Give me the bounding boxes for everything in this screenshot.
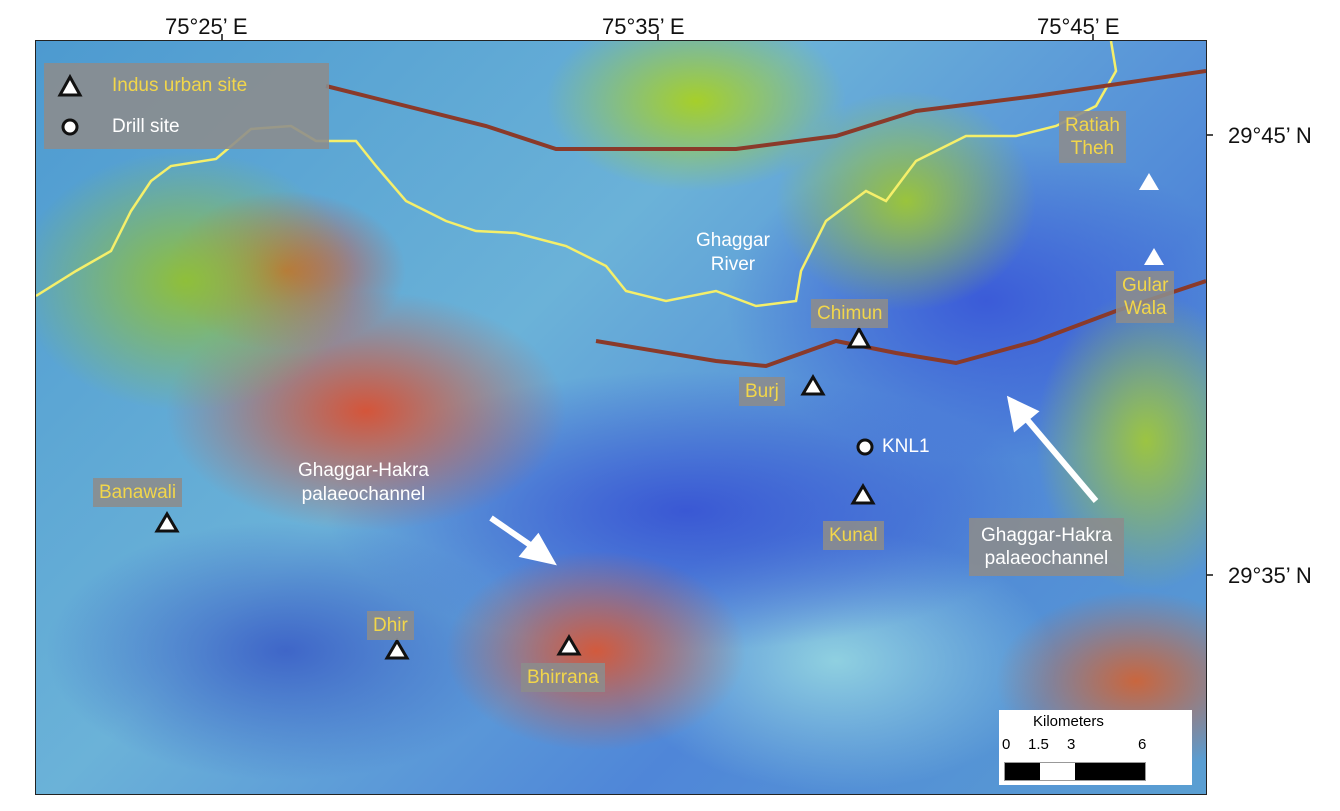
scale-tick: 0 [1002,736,1011,753]
scale-title: Kilometers [1033,713,1104,730]
ghaggar-river [36,41,1118,308]
triangle-icon-burj [800,374,826,396]
triangle-icon-chimun [846,325,872,349]
scale-tick: 1.5 [1028,736,1049,753]
latitude-label: 29°45’ N [1228,123,1312,148]
triangle-icon-bhirrana [556,634,582,656]
map-overlay [36,41,1206,660]
legend-urban-site: Indus urban site [112,75,248,96]
drill-label-knl1: KNL1 [882,436,930,457]
circle-icon-knl1 [856,438,874,456]
legend: Indus urban site Drill site [44,63,329,149]
triangle-icon-banawali [154,511,180,533]
site-label-dhir: Dhir [367,611,414,640]
triangle-icon-ratiah [1139,173,1159,190]
triangle-icon [57,73,83,97]
scale-bar-graphic [1004,762,1146,781]
arrow-right [1021,414,1099,503]
arrow-head [518,532,557,566]
scale-bar: Kilometers 0 1.5 3 6 [999,710,1192,785]
longitude-label: 75°45’ E [1037,14,1120,39]
palaeochannel-label-right: Ghaggar-Hakra palaeochannel [969,518,1124,576]
triangle-icon-dhir [384,638,410,660]
site-label-burj: Burj [739,377,785,406]
site-label-gular-wala: Gular Wala [1116,271,1175,323]
circle-icon [61,118,79,136]
scale-tick: 6 [1138,736,1147,753]
site-label-bhirrana: Bhirrana [521,663,605,692]
site-label-ratiah-theh: Ratiah Theh [1059,111,1126,163]
longitude-label: 75°25’ E [165,14,248,39]
satellite-map: Indus urban site Drill site Ratiah Theh … [35,40,1207,795]
triangle-icon-kunal [850,483,876,505]
river-label: Ghaggar River [696,230,770,275]
site-label-banawali: Banawali [93,478,183,507]
latitude-label: 29°35’ N [1228,563,1312,588]
legend-drill-site: Drill site [112,116,180,137]
palaeochannel-label-left: Ghaggar-Hakra palaeochannel [298,460,429,505]
scale-tick: 3 [1067,736,1076,753]
longitude-label: 75°35’ E [602,14,685,39]
site-label-chimun: Chimun [811,299,889,328]
arrow-left [489,515,538,552]
arrow-head [1006,395,1040,433]
triangle-icon-gular [1144,248,1164,265]
site-label-kunal: Kunal [823,521,884,550]
canal [325,69,1206,151]
canal [595,279,1206,369]
